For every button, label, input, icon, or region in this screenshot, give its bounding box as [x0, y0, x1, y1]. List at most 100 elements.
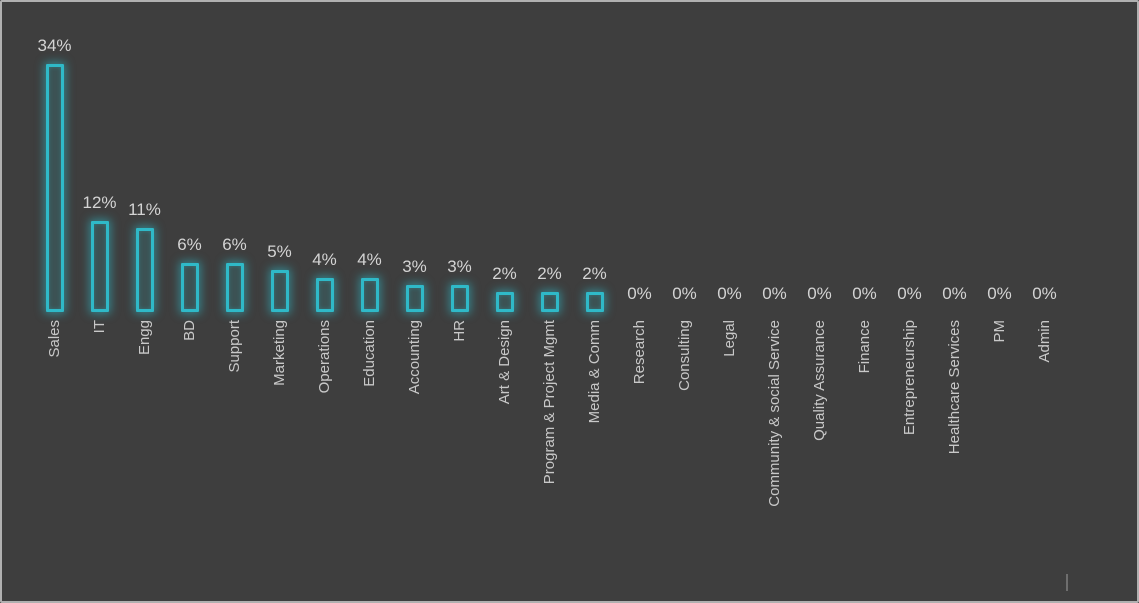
bar-category-label: Accounting	[406, 320, 423, 395]
bar-label-area: HR	[437, 312, 482, 342]
bar-plot-area: 2%	[482, 2, 527, 312]
bar-value-label: 4%	[312, 250, 337, 269]
bar-column: 0% Legal	[707, 2, 752, 507]
bar-value-label: 2%	[492, 264, 517, 283]
bar-label-area: Healthcare Services	[932, 312, 977, 454]
bar-label-area: Operations	[302, 312, 347, 393]
bar-column: 2% Media & Comm	[572, 2, 617, 507]
bar-plot-area: 0%	[842, 2, 887, 312]
bar-plot-area: 4%	[302, 2, 347, 312]
bar-column: 0% Finance	[842, 2, 887, 507]
bar-plot-area: 0%	[887, 2, 932, 312]
bar-column: 0% Admin	[1022, 2, 1067, 507]
bar-value-label: 0%	[672, 284, 697, 303]
bar-category-label: HR	[451, 320, 468, 342]
bar-label-area: Community & social Service	[752, 312, 797, 507]
bar-plot-area: 3%	[437, 2, 482, 312]
bar-category-label: Research	[631, 320, 648, 385]
bar-value-label: 4%	[357, 250, 382, 269]
bar-column: 12% IT	[77, 2, 122, 507]
bar-label-area: Entrepreneurship	[887, 312, 932, 435]
bar-plot-area: 6%	[167, 2, 212, 312]
bar-plot-area: 2%	[527, 2, 572, 312]
bar-plot-area: 4%	[347, 2, 392, 312]
bar-value-label: 2%	[582, 264, 607, 283]
bar	[405, 285, 424, 312]
bar-column: 0% PM	[977, 2, 1022, 507]
bar-value-label: 6%	[177, 235, 202, 254]
bar-plot-area: 0%	[797, 2, 842, 312]
bar-column: 0% Entrepreneurship	[887, 2, 932, 507]
bar-plot-area: 3%	[392, 2, 437, 312]
bar-column: 5% Marketing	[257, 2, 302, 507]
bar-category-label: Marketing	[271, 320, 288, 386]
bar	[270, 270, 289, 312]
bar-category-label: IT	[91, 320, 108, 334]
bar-value-label: 0%	[942, 284, 967, 303]
bar-plot-area: 0%	[617, 2, 662, 312]
bar-value-label: 0%	[1032, 284, 1057, 303]
bar-category-label: Admin	[1036, 320, 1053, 363]
bar-category-label: Art & Design	[496, 320, 513, 405]
bar-value-label: 11%	[128, 200, 161, 219]
bar-label-area: Marketing	[257, 312, 302, 386]
bar	[315, 278, 334, 312]
bar-column: 3% Accounting	[392, 2, 437, 507]
bar-plot-area: 34%	[32, 2, 77, 312]
bar-label-area: Program & Project Mgmt	[527, 312, 572, 484]
bar-label-area: Media & Comm	[572, 312, 617, 423]
bar-label-area: Quality Assurance	[797, 312, 842, 441]
bar-category-label: Education	[361, 320, 378, 387]
bar-plot-area: 6%	[212, 2, 257, 312]
bar-label-area: Consulting	[662, 312, 707, 391]
bar-label-area: Research	[617, 312, 662, 384]
bar-value-label: 6%	[222, 235, 247, 254]
bar-category-label: Legal	[721, 320, 738, 357]
bar-column: 6% BD	[167, 2, 212, 507]
bar-chart: 34% Sales 12% IT 11% Engg 6% BD	[32, 2, 1067, 507]
bar-label-area: Sales	[32, 312, 77, 358]
bar-category-label: Consulting	[676, 320, 693, 391]
bar-column: 0% Healthcare Services	[932, 2, 977, 507]
bar	[180, 263, 199, 312]
bar-category-label: Program & Project Mgmt	[541, 320, 558, 485]
bar-column: 2% Program & Project Mgmt	[527, 2, 572, 507]
bar-plot-area: 0%	[752, 2, 797, 312]
bar-column: 0% Community & social Service	[752, 2, 797, 507]
bar-column: 0% Research	[617, 2, 662, 507]
bar-category-label: Engg	[136, 320, 153, 356]
bar	[450, 285, 469, 312]
bar-column: 4% Operations	[302, 2, 347, 507]
bar-label-area: IT	[77, 312, 122, 333]
bar-category-label: Operations	[316, 320, 333, 394]
bar-column: 3% HR	[437, 2, 482, 507]
bar-category-label: Sales	[46, 320, 63, 358]
bar-plot-area: 2%	[572, 2, 617, 312]
bar-column: 6% Support	[212, 2, 257, 507]
bar-label-area: Legal	[707, 312, 752, 357]
bar-value-label: 2%	[537, 264, 562, 283]
bar-category-label: Quality Assurance	[811, 320, 828, 441]
bar	[495, 292, 514, 312]
bar-category-label: BD	[181, 320, 198, 341]
bar-plot-area: 0%	[1022, 2, 1067, 312]
bar-plot-area: 12%	[77, 2, 122, 312]
bar-plot-area: 0%	[932, 2, 977, 312]
bar-plot-area: 5%	[257, 2, 302, 312]
bar-label-area: Accounting	[392, 312, 437, 394]
bar-value-label: 0%	[852, 284, 877, 303]
bar-label-area: Admin	[1022, 312, 1067, 363]
bar	[360, 278, 379, 312]
bar	[585, 292, 604, 312]
bar-label-area: Finance	[842, 312, 887, 373]
bar-value-label: 34%	[37, 36, 72, 55]
bar-column: 0% Consulting	[662, 2, 707, 507]
bar-label-area: Education	[347, 312, 392, 387]
bar-column: 0% Quality Assurance	[797, 2, 842, 507]
bar	[225, 263, 244, 312]
bar-label-area: PM	[977, 312, 1022, 343]
bar-category-label: PM	[991, 320, 1008, 343]
bar-value-label: 0%	[762, 284, 787, 303]
bar-column: 11% Engg	[122, 2, 167, 507]
